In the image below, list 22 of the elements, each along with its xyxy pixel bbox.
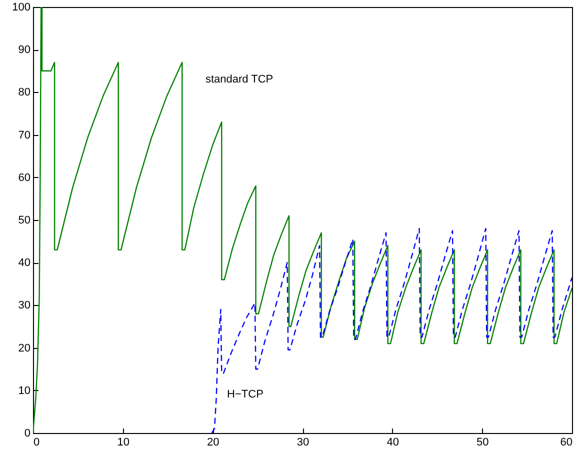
x-tick-label: 60: [560, 436, 572, 448]
y-tick-label: 20: [18, 342, 30, 354]
y-tick-label: 0: [24, 428, 30, 440]
line-series: [33, 7, 572, 433]
x-tick-label: 20: [207, 436, 220, 448]
x-tick-label: 30: [296, 436, 310, 448]
y-tick-label: 30: [18, 300, 30, 312]
y-tick-label: 10: [18, 384, 30, 397]
x-tick-label: 50: [476, 436, 489, 448]
y-tick-label: 100: [12, 2, 30, 14]
x-tick-label: 40: [386, 436, 399, 448]
y-tick-label: 40: [18, 257, 30, 270]
x-tick-label: 10: [117, 436, 130, 448]
line-series: [211, 228, 572, 433]
x-tick-label: 0: [34, 436, 40, 448]
y-tick-label: 70: [18, 129, 30, 142]
y-tick-label: 60: [18, 172, 30, 184]
series-label: H−TCP: [227, 388, 264, 401]
y-tick-label: 80: [18, 86, 30, 99]
y-tick-label: 50: [18, 214, 30, 226]
y-tick-label: 90: [18, 44, 30, 56]
text: standard TCP: [205, 73, 274, 86]
